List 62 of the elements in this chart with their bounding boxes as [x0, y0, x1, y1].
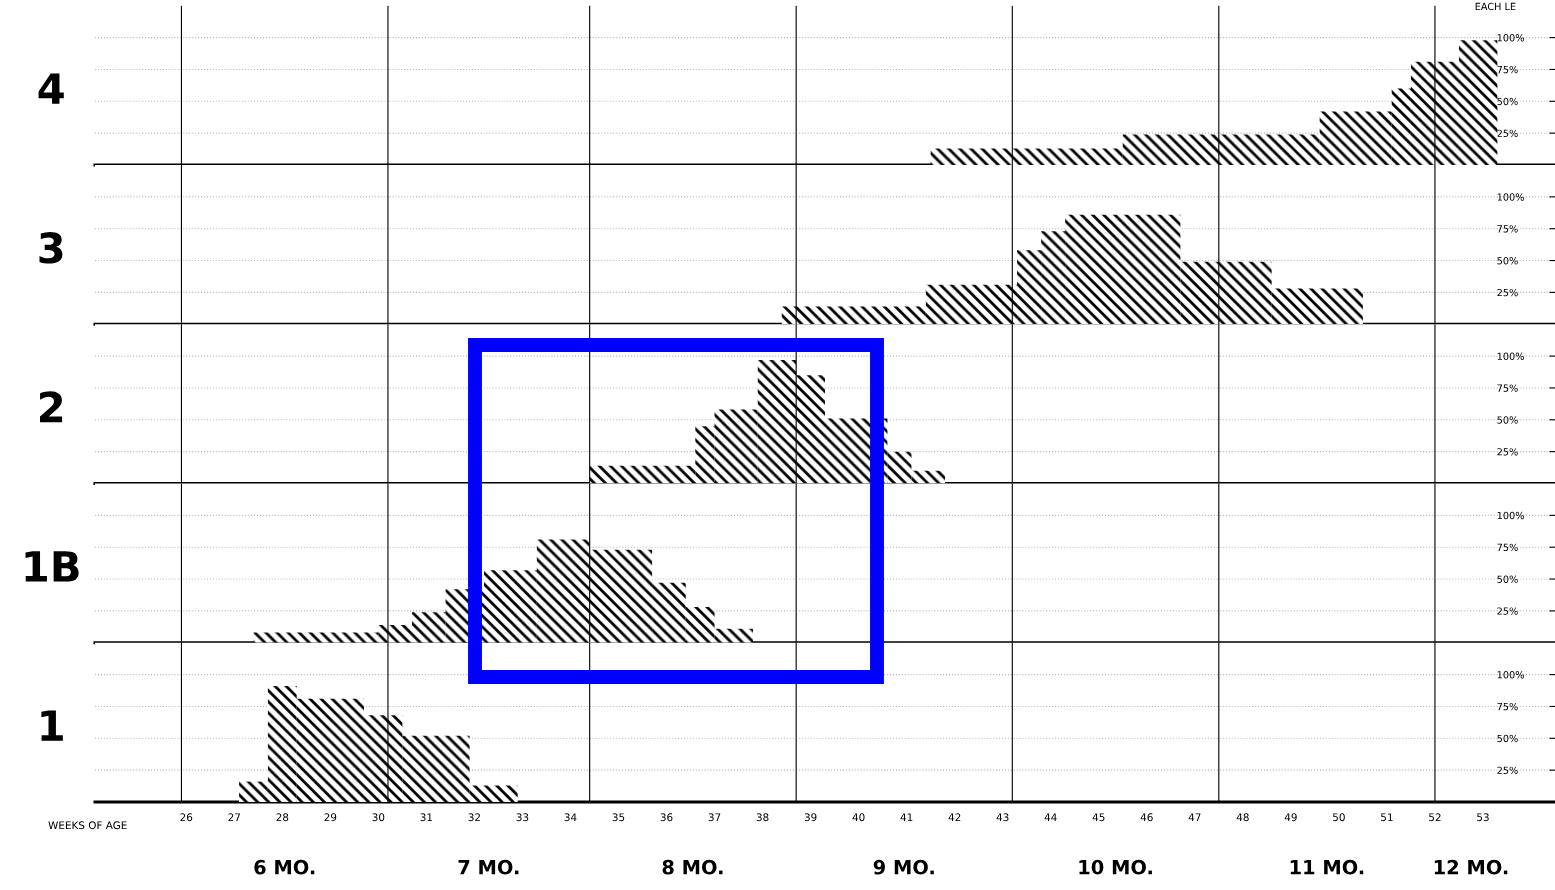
y-axis-title: 2: [40, 391, 63, 423]
y-tick-label: 25%: [1497, 129, 1518, 137]
x-tick-label: 33: [516, 813, 529, 822]
x-tick-label: 46: [1140, 813, 1153, 822]
x-tick-label: 38: [756, 813, 769, 822]
x-tick-label: 51: [1381, 813, 1393, 822]
x-axis-title: WEEKS OF AGE: [48, 821, 127, 830]
x-tick-label: 40: [852, 813, 865, 822]
y-tick-label: 100%: [1497, 352, 1524, 360]
y-tick-label: 75%: [1497, 384, 1518, 392]
y-axis-title: 4: [38, 73, 64, 104]
y-axis-title: 1: [41, 710, 63, 741]
x-tick-label: 50: [1333, 813, 1345, 822]
y-axis-title: 3: [39, 232, 63, 264]
x-tick-label: 26: [180, 813, 193, 822]
x-tick-label: 49: [1284, 813, 1297, 822]
y-tick-label: 75%: [1497, 702, 1518, 711]
text: 11 MO.: [1290, 859, 1364, 875]
y-tick-label: 75%: [1497, 65, 1518, 74]
y-tick-label: 50%: [1497, 416, 1518, 424]
y-tick-label: 100%: [1497, 34, 1524, 42]
x-tick-label: 37: [708, 813, 721, 822]
annotation: EACH LE: [1475, 2, 1516, 11]
y-tick-label: 100%: [1497, 193, 1524, 201]
text: 6 MO.: [254, 859, 315, 875]
text: 12 MO.: [1434, 859, 1508, 875]
x-tick-label: 52: [1429, 813, 1441, 822]
x-tick-label: 42: [948, 813, 961, 822]
x-tick-label: 45: [1092, 813, 1105, 822]
y-tick-label: 25%: [1497, 448, 1518, 456]
x-tick-label: 43: [996, 813, 1009, 822]
y-tick-label: 50%: [1497, 734, 1518, 743]
x-tick-label: 36: [660, 813, 673, 822]
y-tick-label: 50%: [1497, 257, 1518, 265]
x-tick-label: 34: [564, 813, 577, 822]
x-tick-label: 47: [1188, 813, 1201, 822]
y-tick-label: 100%: [1497, 511, 1524, 520]
x-tick-label: 39: [804, 813, 817, 822]
text: 10 MO.: [1079, 859, 1152, 875]
y-axis-title: 1B: [25, 551, 79, 582]
x-tick-label: 27: [228, 813, 241, 822]
y-tick-label: 50%: [1497, 575, 1518, 583]
y-tick-label: 25%: [1497, 766, 1518, 774]
x-tick-label: 30: [372, 813, 385, 822]
x-tick-label: 41: [900, 813, 913, 822]
y-tick-label: 100%: [1497, 671, 1524, 679]
x-tick-label: 48: [1236, 813, 1249, 822]
y-tick-label: 50%: [1497, 97, 1518, 106]
text: 7 MO.: [458, 859, 519, 875]
x-tick-label: 32: [468, 813, 480, 822]
y-tick-label: 25%: [1497, 607, 1518, 615]
x-tick-label: 31: [420, 813, 433, 822]
x-tick-label: 29: [324, 813, 337, 822]
text: 9 MO.: [873, 859, 934, 875]
x-tick-label: 28: [276, 813, 289, 822]
y-tick-label: 25%: [1497, 288, 1518, 297]
y-tick-label: 75%: [1497, 543, 1518, 552]
x-tick-label: 35: [612, 813, 625, 822]
y-tick-label: 75%: [1497, 225, 1518, 233]
x-tick-label: 44: [1044, 813, 1057, 822]
x-tick-label: 53: [1477, 813, 1489, 822]
text: 8 MO.: [662, 859, 723, 875]
